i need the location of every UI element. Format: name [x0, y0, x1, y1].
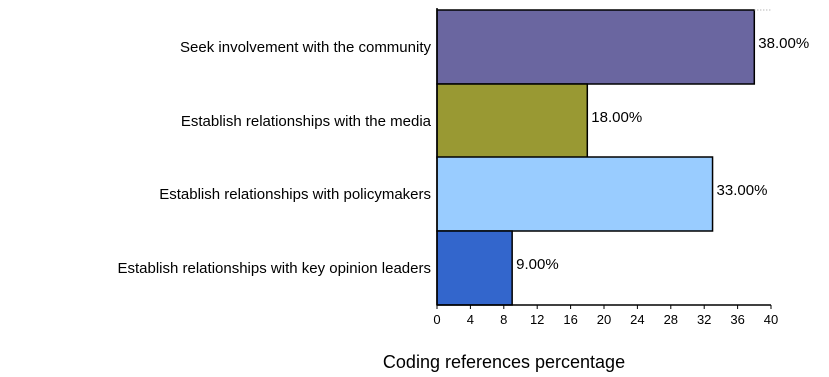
- bar-1: [436, 9, 756, 85]
- x-tick-label: 24: [630, 312, 644, 327]
- value-label: 38.00%: [758, 35, 809, 52]
- value-label: 18.00%: [591, 109, 642, 126]
- bar-2: [436, 83, 589, 159]
- x-axis-ticks: 0 4 8 12 16 20 24 28 32 36 40: [433, 305, 778, 327]
- x-tick-label: 20: [597, 312, 611, 327]
- x-tick-label: 40: [764, 312, 778, 327]
- x-tick-label: 4: [467, 312, 474, 327]
- category-label: Seek involvement with the community: [180, 39, 431, 56]
- x-tick-label: 36: [730, 312, 744, 327]
- x-tick-label: 28: [664, 312, 678, 327]
- x-tick-label: 32: [697, 312, 711, 327]
- category-label: Establish relationships with policymaker…: [159, 186, 431, 203]
- bar-4: [436, 230, 513, 306]
- x-tick-label: 16: [563, 312, 577, 327]
- value-label: 9.00%: [516, 256, 559, 273]
- x-tick-label: 8: [500, 312, 507, 327]
- category-label: Establish relationships with the media: [181, 113, 432, 130]
- category-label: Establish relationships with key opinion…: [117, 260, 431, 277]
- x-tick-label: 12: [530, 312, 544, 327]
- x-axis-title: Coding references percentage: [383, 352, 625, 372]
- bar-3: [436, 156, 714, 232]
- bars-layer: Seek involvement with the community 38.00…: [117, 9, 809, 306]
- value-label: 33.00%: [717, 182, 768, 199]
- x-tick-label: 0: [433, 312, 440, 327]
